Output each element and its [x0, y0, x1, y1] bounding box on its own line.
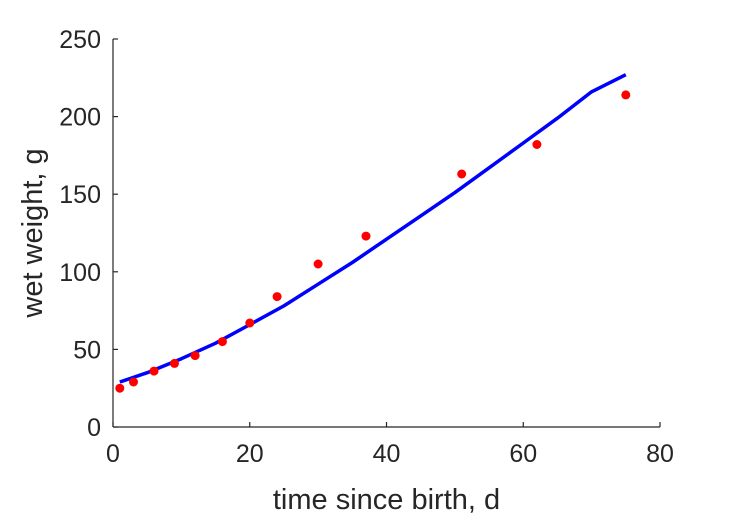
x-tick-label: 40 [373, 440, 401, 468]
x-axis-label: time since birth, d [273, 484, 500, 516]
data-point [170, 358, 179, 368]
y-tick-label: 250 [59, 26, 101, 54]
y-tick-label: 50 [73, 336, 101, 364]
data-point [621, 90, 631, 100]
data-point [217, 337, 227, 347]
data-point [245, 318, 255, 328]
y-tick-label: 100 [59, 259, 101, 287]
plot-area [115, 73, 631, 393]
data-point [129, 377, 138, 387]
data-point [190, 351, 200, 361]
data-point [457, 169, 467, 179]
x-ticks: 0 20 40 60 80 [106, 422, 674, 468]
x-tick-label: 0 [106, 440, 120, 468]
y-ticks: 0 50 100 150 200 250 [59, 26, 118, 442]
data-point [361, 231, 371, 241]
y-tick-label: 150 [59, 181, 101, 209]
axes [112, 39, 660, 428]
y-tick-label: 0 [87, 414, 101, 442]
data-point [313, 259, 323, 269]
y-tick-label: 200 [59, 104, 101, 132]
data-point [149, 366, 159, 376]
data-point [272, 292, 282, 302]
data-point [532, 140, 542, 149]
y-axis-label: wet weight, g [17, 148, 49, 318]
x-tick-label: 20 [236, 440, 264, 468]
data-point [115, 383, 125, 393]
fit-line [119, 73, 627, 384]
x-tick-label: 80 [646, 440, 674, 468]
x-tick-label: 60 [509, 440, 537, 468]
